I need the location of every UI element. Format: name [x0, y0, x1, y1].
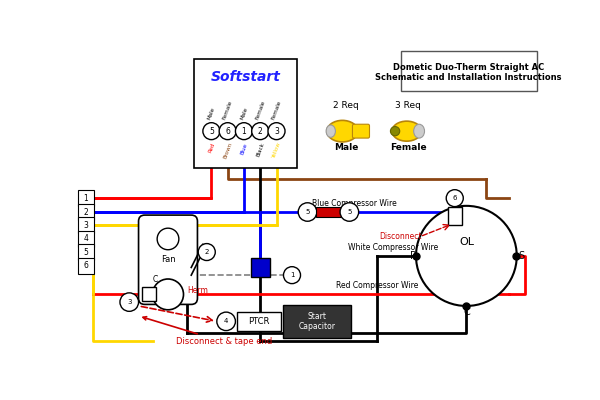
FancyBboxPatch shape — [352, 124, 370, 138]
FancyBboxPatch shape — [401, 51, 537, 91]
Text: Blue Compressor Wire: Blue Compressor Wire — [311, 199, 397, 208]
Text: 5: 5 — [209, 127, 214, 136]
Text: 3 Req: 3 Req — [395, 101, 421, 110]
Text: Softstart: Softstart — [211, 70, 280, 84]
Text: Dometic Duo-Therm Straight AC
Schematic and Installation Instructions: Dometic Duo-Therm Straight AC Schematic … — [376, 63, 562, 82]
Circle shape — [283, 267, 301, 284]
Text: Red Compressor Wire: Red Compressor Wire — [336, 281, 418, 290]
Circle shape — [157, 228, 179, 250]
Text: 4: 4 — [224, 318, 229, 324]
Text: 2: 2 — [83, 208, 88, 216]
Text: S: S — [518, 251, 524, 261]
Text: Male: Male — [239, 106, 248, 120]
Circle shape — [446, 190, 463, 207]
Text: C: C — [153, 274, 158, 284]
Circle shape — [416, 206, 517, 306]
Text: 3: 3 — [127, 299, 131, 305]
FancyBboxPatch shape — [139, 215, 197, 304]
Text: Fan: Fan — [161, 255, 175, 264]
FancyBboxPatch shape — [283, 305, 351, 338]
Text: OL: OL — [459, 237, 474, 247]
Text: 2: 2 — [205, 249, 209, 255]
Text: Male: Male — [334, 143, 358, 152]
Circle shape — [340, 203, 359, 221]
Text: 5: 5 — [347, 209, 352, 215]
Circle shape — [235, 123, 253, 140]
Text: White Compressor Wire: White Compressor Wire — [347, 243, 438, 252]
Circle shape — [219, 123, 236, 140]
Text: Brown: Brown — [223, 142, 233, 160]
Ellipse shape — [392, 121, 421, 141]
Circle shape — [252, 123, 269, 140]
Circle shape — [217, 312, 235, 330]
Text: Disconnect: Disconnect — [379, 232, 422, 241]
Text: 5: 5 — [83, 248, 88, 256]
Ellipse shape — [413, 124, 425, 138]
Circle shape — [198, 244, 215, 260]
Text: Herm: Herm — [187, 286, 208, 295]
Circle shape — [298, 203, 317, 221]
Ellipse shape — [327, 120, 358, 142]
Text: Red: Red — [207, 142, 215, 153]
FancyBboxPatch shape — [78, 204, 94, 220]
Text: Female: Female — [271, 100, 282, 120]
FancyBboxPatch shape — [78, 231, 94, 247]
Text: C: C — [463, 307, 470, 317]
FancyBboxPatch shape — [316, 207, 341, 218]
Circle shape — [268, 123, 285, 140]
Text: 1: 1 — [242, 127, 247, 136]
Text: 1: 1 — [83, 194, 88, 203]
Text: PTCR: PTCR — [248, 317, 269, 326]
FancyBboxPatch shape — [194, 59, 296, 168]
Text: Female: Female — [222, 100, 233, 120]
Text: 2 Req: 2 Req — [334, 101, 359, 110]
Text: Blue: Blue — [239, 142, 248, 155]
FancyBboxPatch shape — [237, 312, 281, 330]
FancyBboxPatch shape — [251, 258, 269, 277]
Text: Black: Black — [256, 142, 265, 158]
Text: 5: 5 — [305, 209, 310, 215]
Text: 6: 6 — [225, 127, 230, 136]
Text: 3: 3 — [274, 127, 279, 136]
Text: 1: 1 — [290, 272, 294, 278]
Text: 4: 4 — [83, 234, 88, 244]
Text: 6: 6 — [452, 195, 457, 201]
Text: Disconnect & tape end: Disconnect & tape end — [143, 317, 272, 346]
Circle shape — [203, 123, 220, 140]
Text: Male: Male — [207, 106, 216, 120]
Circle shape — [391, 126, 400, 136]
Circle shape — [152, 279, 184, 310]
FancyBboxPatch shape — [78, 244, 94, 260]
FancyBboxPatch shape — [78, 218, 94, 233]
Circle shape — [120, 293, 139, 311]
FancyBboxPatch shape — [78, 258, 94, 274]
Text: Female: Female — [254, 100, 266, 120]
Text: 2: 2 — [258, 127, 263, 136]
FancyBboxPatch shape — [448, 207, 462, 225]
FancyBboxPatch shape — [142, 288, 157, 301]
Ellipse shape — [326, 125, 335, 137]
Text: R: R — [410, 251, 417, 261]
Text: Start
Capacitor: Start Capacitor — [298, 312, 335, 331]
FancyBboxPatch shape — [78, 190, 94, 206]
Text: Female: Female — [390, 143, 427, 152]
Text: Yellow: Yellow — [271, 142, 282, 159]
Text: 6: 6 — [83, 262, 88, 270]
Text: 3: 3 — [83, 221, 88, 230]
